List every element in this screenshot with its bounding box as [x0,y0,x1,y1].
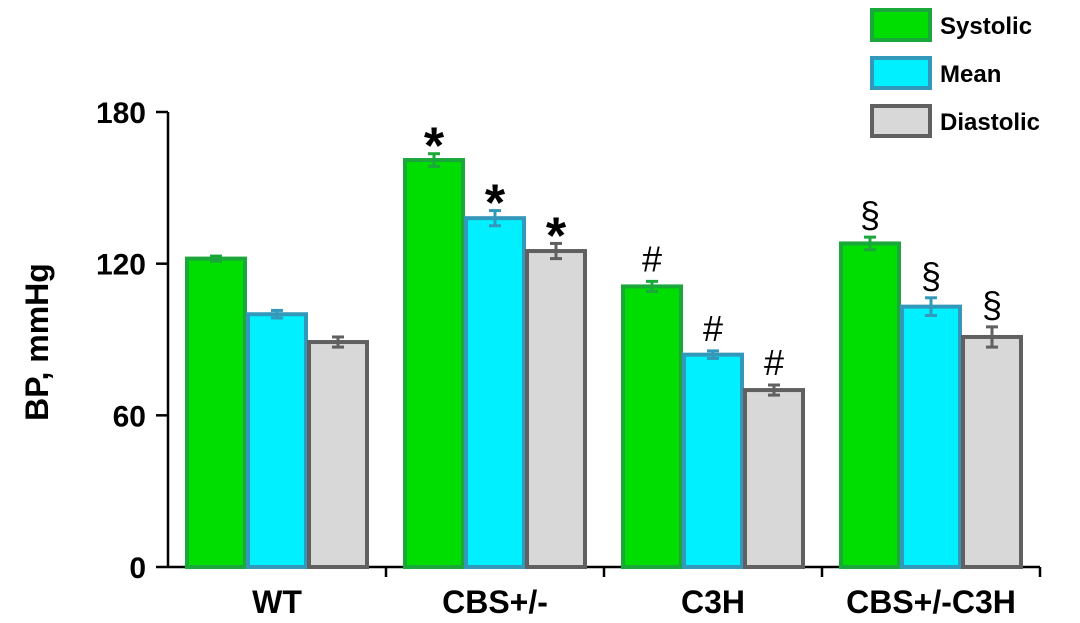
legend: Systolic Mean Diastolic [870,8,1040,138]
legend-swatch-systolic [870,8,932,42]
bar-mean [246,312,308,569]
legend-label: Systolic [940,13,1032,40]
significance-marker: * [546,207,567,265]
x-category-label: C3H [681,584,745,620]
significance-marker: § [982,284,1002,325]
significance-marker: # [764,342,784,383]
x-category-label: WT [252,584,302,620]
legend-swatch-diastolic [870,104,932,138]
significance-marker: * [485,175,506,233]
significance-marker: # [642,238,662,279]
x-category-label: CBS+/- [442,584,548,620]
legend-label: Diastolic [940,109,1040,136]
legend-swatch-mean [870,56,932,90]
significance-marker: § [921,255,941,296]
significance-marker: # [703,308,723,349]
bar-systolic [185,256,247,569]
y-tick-label: 0 [129,552,146,585]
legend-label: Mean [940,61,1001,88]
bar-mean [682,352,744,569]
bar-diastolic [743,388,805,569]
bar-diastolic [961,334,1023,569]
significance-marker: * [424,118,445,176]
bar-diastolic [525,249,587,569]
bar-mean [464,216,526,570]
significance-marker: § [860,194,880,235]
y-tick-label: 120 [96,249,146,282]
bar-systolic [403,158,465,569]
y-axis-label: BP, mmHg [19,263,55,421]
bar-mean [900,304,962,569]
bar-diastolic [307,340,369,569]
bars: WT * * * CBS+/- # # # C3H § § § CBS+/-C3H [185,118,1023,620]
y-tick-label: 180 [96,97,146,130]
bar-systolic [839,241,901,569]
bar-systolic [621,284,683,569]
y-tick-label: 60 [113,400,146,433]
x-category-label: CBS+/-C3H [846,584,1016,620]
